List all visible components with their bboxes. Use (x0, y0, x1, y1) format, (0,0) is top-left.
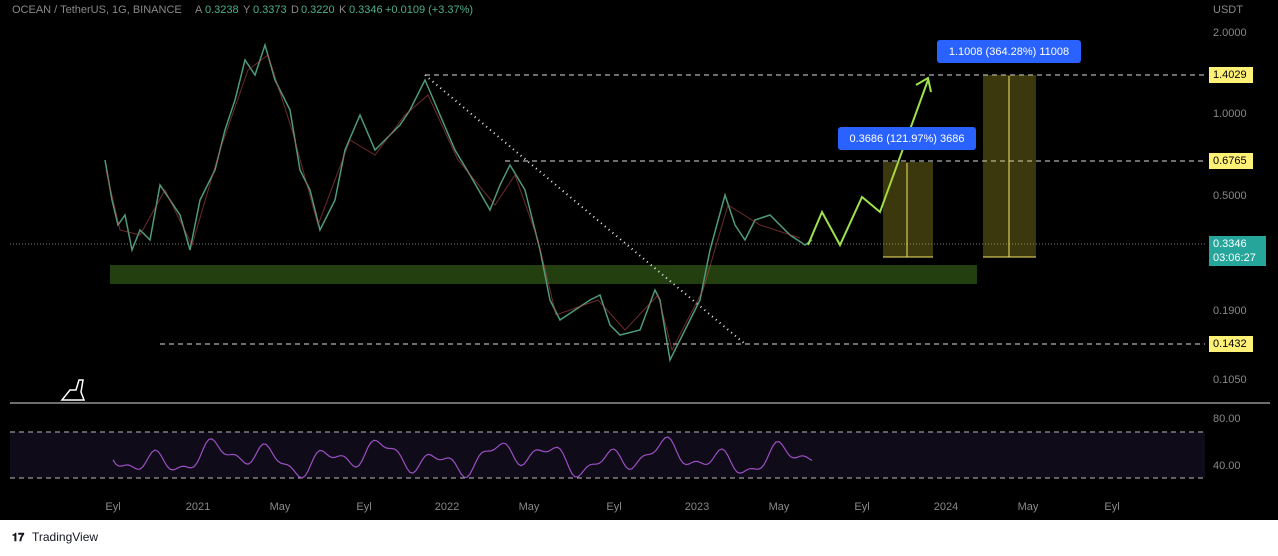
level-box (1209, 67, 1253, 83)
ohlc-value: 0.3373 (253, 4, 287, 16)
price-path-shadow (105, 54, 801, 352)
rsi-band (10, 432, 1205, 478)
brand-logo: 𝟏𝟕 (12, 532, 25, 544)
price-tick: 1.0000 (1213, 108, 1247, 120)
level-box (1209, 153, 1253, 169)
price-tick: 0.5000 (1213, 190, 1247, 202)
ohlc-value: 0.3220 (301, 4, 335, 16)
ohlc: A 0.3238 Y 0.3373 D 0.3220 K 0.3346 +0.0109 (+3.… (195, 4, 473, 16)
annotation: 1.1008 (364.28%) 11008 (949, 46, 1069, 58)
time-tick: Eyl (854, 501, 869, 513)
time-tick: May (769, 501, 790, 513)
time-tick: 2022 (435, 501, 459, 513)
ohlc-key: A (195, 4, 203, 16)
ohlc-value: 0.3346 (349, 4, 383, 16)
time-tick: May (519, 501, 540, 513)
level-label: 0.6765 (1213, 155, 1247, 167)
time-tick: Eyl (356, 501, 371, 513)
last-price-box (1209, 236, 1266, 266)
background (0, 0, 1278, 520)
time-tick: 2024 (934, 501, 958, 513)
brand: TradingView (32, 530, 98, 544)
target-box (883, 162, 933, 257)
price-tick: 0.1900 (1213, 305, 1247, 317)
time-tick: 2021 (186, 501, 210, 513)
projection-path (807, 79, 929, 248)
last-price: 0.3346 (1213, 238, 1247, 250)
rsi-tick: 40.00 (1213, 460, 1241, 472)
annotation-box (838, 127, 976, 150)
currency: USDT (1213, 4, 1243, 16)
annotation-box (937, 40, 1081, 63)
annotation: 0.3686 (121.97%) 3686 (850, 133, 965, 145)
rsi-line (112, 436, 813, 479)
level-label: 1.4029 (1213, 69, 1247, 81)
price-axis: 2.0000 1.0000 0.5000 0.1900 0.1050 1.4029 0.67… (1209, 27, 1253, 386)
time-tick: 2023 (685, 501, 709, 513)
ohlc-key: D (291, 4, 299, 16)
time-tick: May (1018, 501, 1039, 513)
ohlc-value: 0.3238 (205, 4, 239, 16)
symbol: OCEAN / TetherUS, 1G, BINANCE (12, 4, 182, 16)
time-tick: Eyl (1104, 501, 1119, 513)
time-tick: Eyl (606, 501, 621, 513)
countdown: 03:06:27 (1213, 252, 1256, 264)
price-path (104, 42, 813, 363)
price-tick: 2.0000 (1213, 27, 1247, 39)
ohlc-key: K (339, 4, 347, 16)
time-tick: May (270, 501, 291, 513)
time-axis: Eyl 2021 May Eyl 2022 May Eyl 2023 May Eyl 2024 May… (105, 501, 1119, 513)
level-label: 0.1432 (1213, 338, 1247, 350)
support-zone (110, 265, 977, 284)
time-tick: Eyl (105, 501, 120, 513)
rsi-tick: 80.00 (1213, 413, 1241, 425)
logo-icon (60, 379, 86, 401)
level-box (1209, 336, 1253, 352)
price-tick: 0.1050 (1213, 374, 1247, 386)
projection-arrow (915, 76, 932, 93)
change: +0.0109 (+3.37%) (385, 4, 473, 16)
footer-bg (0, 520, 1278, 556)
ohlc-key: Y (243, 4, 251, 16)
